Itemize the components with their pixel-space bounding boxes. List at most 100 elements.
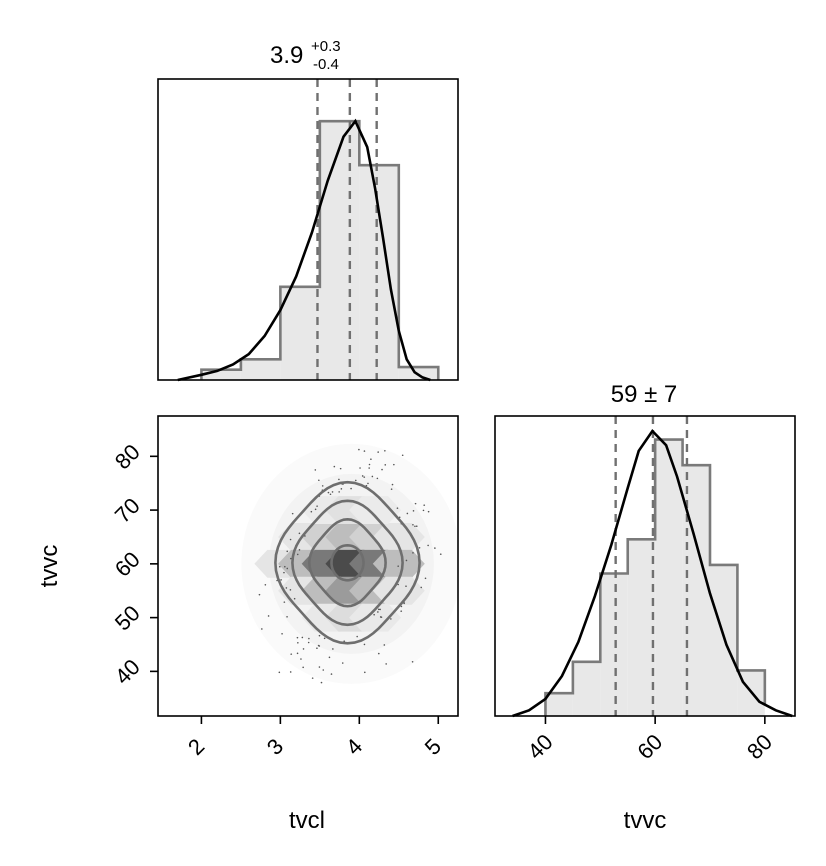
sample-point	[302, 666, 304, 669]
sample-point	[384, 449, 386, 452]
joint-frame	[157, 415, 459, 717]
sample-point	[396, 507, 399, 509]
tvcl-x-ticks: 2 3 4 5	[183, 716, 446, 760]
sample-point	[424, 577, 427, 580]
sample-point	[418, 546, 421, 549]
sample-point	[318, 634, 321, 637]
x-tick-label: 80	[742, 729, 777, 764]
joint-sample-points	[258, 448, 442, 716]
sample-point	[320, 681, 323, 684]
tvcl-marginal-panel: 3.9 +0.3 -0.4	[157, 38, 459, 382]
histogram-bar	[319, 121, 360, 380]
sample-point	[296, 553, 299, 556]
y-tick-label: 40	[110, 654, 145, 689]
sample-point	[286, 550, 289, 553]
joint-hex-density	[241, 443, 458, 684]
tvcl-panel-title: 3.9	[270, 42, 303, 69]
sample-point	[363, 450, 366, 452]
sample-point	[307, 641, 310, 644]
sample-point	[377, 608, 380, 611]
x-tick-label: 2	[183, 734, 209, 760]
sample-point	[427, 510, 430, 513]
sample-point	[376, 477, 379, 480]
sample-point	[381, 468, 383, 471]
sample-point	[361, 475, 364, 477]
sample-point	[298, 532, 301, 535]
sample-point	[291, 512, 294, 515]
density-contour	[274, 480, 421, 645]
sample-point	[284, 565, 286, 568]
sample-point	[400, 605, 403, 608]
sample-point	[321, 485, 324, 487]
sample-point	[314, 469, 317, 471]
sample-point	[339, 467, 342, 470]
sample-point	[267, 615, 270, 617]
sample-point	[371, 475, 374, 478]
sample-point	[420, 586, 423, 589]
sample-point	[329, 493, 332, 496]
sample-point	[314, 508, 317, 511]
y-tick-label: 70	[110, 493, 145, 528]
sample-point	[283, 571, 285, 574]
y-tick-label: 50	[110, 600, 145, 635]
sample-point	[411, 660, 414, 663]
sample-point	[258, 593, 261, 596]
tvvc-quantile-lines	[614, 416, 689, 716]
sample-point	[368, 463, 371, 466]
density-contour	[291, 499, 404, 627]
sample-point	[338, 491, 340, 493]
tvcl-kde-curve	[177, 118, 431, 382]
sample-point	[302, 648, 305, 650]
tvvc-y-ticks: 40 50 60 70 80	[110, 439, 158, 689]
sample-point	[368, 467, 370, 469]
sample-point	[281, 632, 283, 635]
sample-point	[290, 653, 293, 655]
sample-point	[297, 642, 299, 644]
sample-point	[434, 547, 436, 549]
sample-point	[278, 565, 281, 568]
tvvc-marginal-frame	[494, 415, 796, 717]
tvcl-x-axis-label: tvcl	[289, 807, 325, 834]
sample-point	[415, 525, 418, 528]
sample-point	[332, 648, 334, 650]
hex-bin	[349, 603, 402, 632]
sample-point	[311, 677, 314, 679]
sample-point	[310, 510, 313, 513]
sample-point	[390, 488, 393, 490]
sample-point	[278, 671, 281, 674]
sample-point	[280, 579, 282, 581]
sample-point	[328, 656, 331, 659]
sample-point	[286, 615, 288, 618]
sample-point	[391, 483, 394, 486]
sample-point	[358, 448, 360, 451]
sample-point	[393, 463, 395, 466]
sample-point	[322, 669, 325, 671]
sample-point	[340, 488, 343, 490]
sample-point	[412, 552, 414, 554]
sample-point	[379, 608, 381, 611]
tvvc-histogram-step	[544, 438, 767, 716]
tvcl-title-upper: +0.3	[311, 38, 341, 55]
sample-point	[330, 673, 333, 675]
sample-point	[298, 549, 301, 551]
hex-bin	[349, 496, 402, 524]
sample-point	[318, 479, 320, 482]
sample-point	[350, 487, 352, 490]
sample-point	[422, 509, 425, 512]
histogram-bar	[280, 286, 320, 380]
sample-point	[296, 636, 299, 639]
sample-point	[385, 663, 387, 665]
sample-point	[316, 647, 318, 650]
histogram-bar	[201, 369, 241, 380]
sample-point	[377, 652, 380, 655]
histogram-bar	[359, 165, 399, 380]
sample-point	[338, 478, 340, 481]
sample-point	[384, 464, 387, 466]
tvcl-title-lower: -0.4	[313, 56, 339, 73]
tvcl-marginal-frame	[157, 78, 459, 381]
sample-point	[333, 465, 336, 468]
sample-point	[412, 523, 414, 526]
sample-point	[401, 454, 404, 457]
sample-point	[400, 610, 403, 612]
